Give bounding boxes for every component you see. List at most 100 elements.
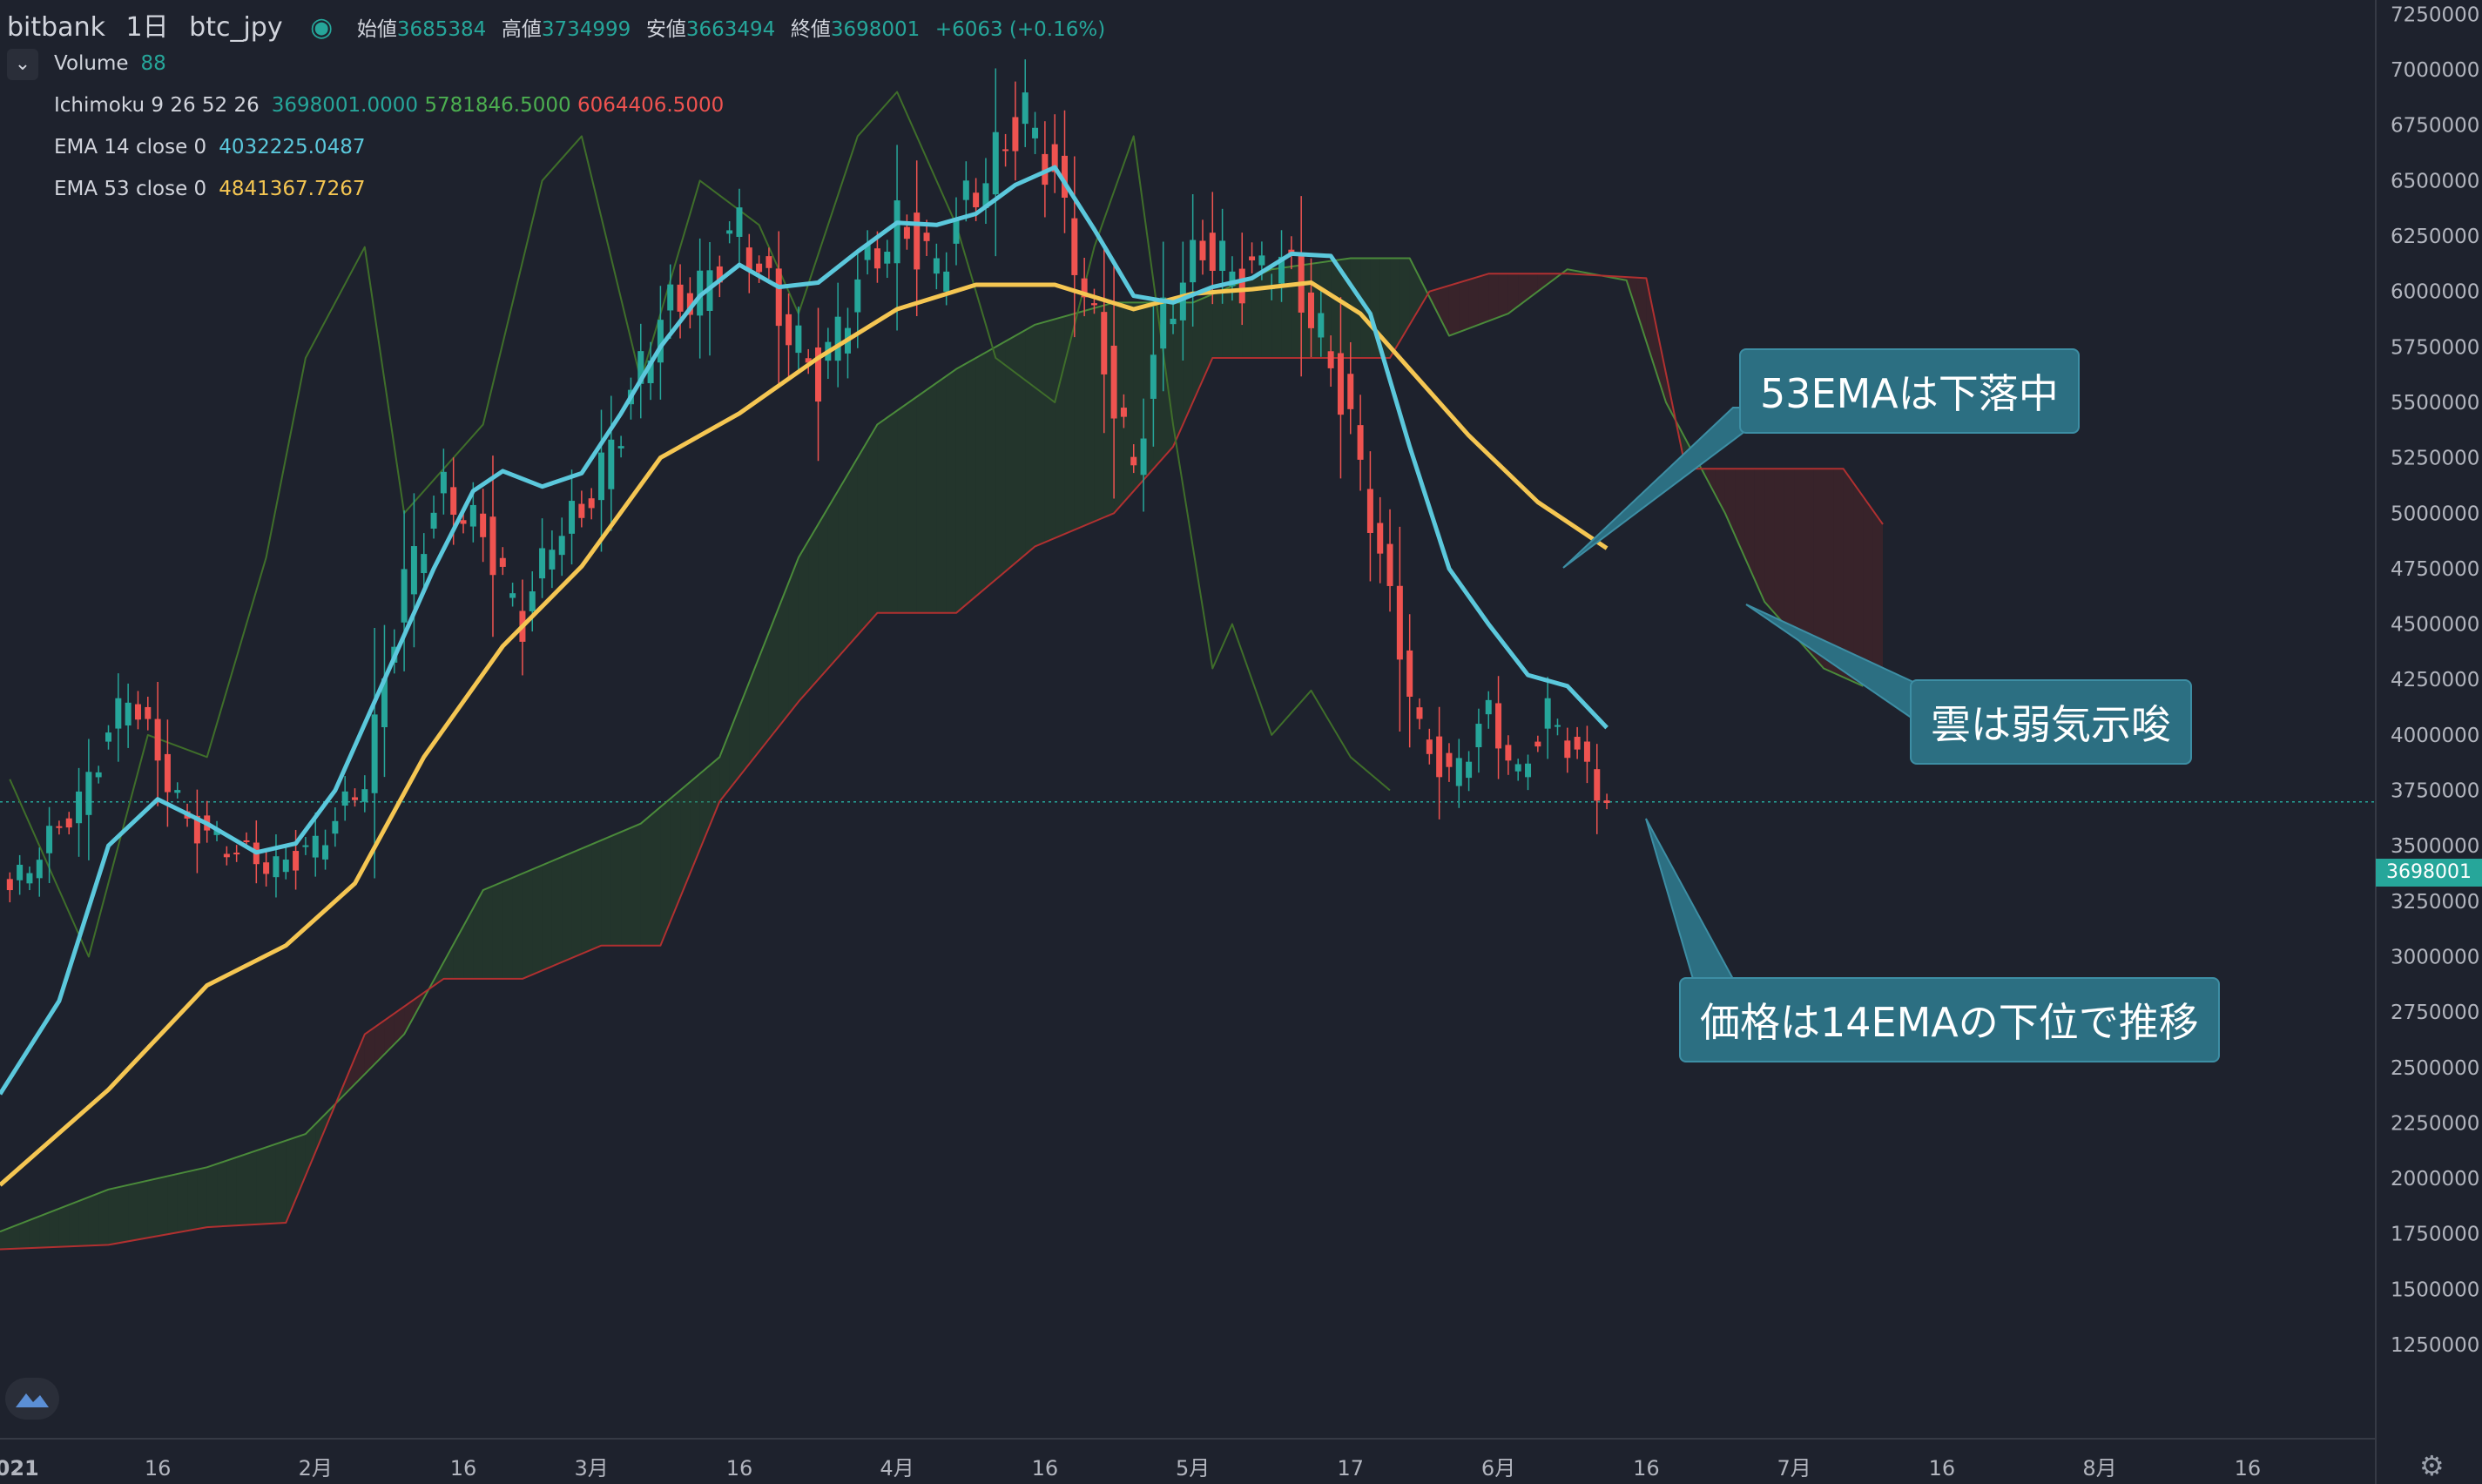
candle-body (982, 183, 989, 208)
settings-gear-icon[interactable]: ⚙ (2419, 1449, 2445, 1482)
cloud-segment (286, 1137, 296, 1223)
cloud-segment (1143, 302, 1154, 481)
cloud-segment (1055, 316, 1065, 538)
legend-ema53[interactable]: EMA 53 close 0 4841367.7267 (54, 178, 377, 200)
price-tick-label: 2500000 (2391, 1057, 2479, 1080)
candle-body (1238, 268, 1245, 304)
candle-body (657, 320, 664, 363)
candle-body (1209, 233, 1216, 271)
cloud-segment (187, 1169, 198, 1231)
cloud-segment (1478, 273, 1489, 325)
ema14-line (0, 165, 1609, 1096)
candle-body (686, 293, 693, 315)
candle-body (273, 856, 280, 878)
candle-body (1386, 543, 1393, 586)
cloud-segment (1064, 314, 1075, 535)
chart-header: bitbank 1日 btc_jpy ◉ 始値3685384 高値3734999… (7, 5, 1105, 44)
cloud-segment (955, 363, 967, 613)
symbol[interactable]: btc_jpy (189, 12, 283, 43)
candle-body (1062, 155, 1069, 198)
cloud-segment (1123, 302, 1134, 503)
candle-body (597, 452, 604, 501)
candle-body (440, 471, 447, 494)
candle-body (1130, 456, 1137, 466)
tradingview-logo[interactable] (5, 1378, 59, 1420)
cloud-segment (1794, 469, 1804, 647)
cloud-segment (699, 765, 711, 850)
cloud-segment (1192, 298, 1203, 402)
ema53-value: 4841367.7267 (219, 178, 366, 200)
candle-body (677, 284, 684, 312)
cloud-segment (1843, 469, 1854, 682)
candle-body (489, 516, 496, 576)
candle-body (539, 548, 546, 579)
cloud-segment (532, 865, 543, 975)
cloud-segment (610, 832, 622, 946)
candle-body (1229, 271, 1236, 287)
candle-body (647, 360, 654, 383)
cloud-segment (1439, 285, 1449, 336)
candle-body (1564, 740, 1571, 759)
collapse-legend-button[interactable]: ⌄ (7, 49, 38, 80)
close-value: 3698001 (830, 18, 921, 41)
cloud-segment (1833, 469, 1844, 678)
time-tick-label: 16 (2235, 1456, 2262, 1481)
cloud-segment (1705, 469, 1716, 496)
candle-body (381, 678, 388, 728)
candle-body (933, 258, 940, 274)
price-tick-label: 1250000 (2391, 1334, 2479, 1357)
ichimoku-value-1: 3698001.0000 (271, 94, 419, 117)
interval[interactable]: 1日 (125, 12, 169, 43)
candle-body (1032, 127, 1039, 138)
candle-body (1455, 758, 1462, 786)
candle-body (1416, 707, 1423, 719)
candle-body (1514, 764, 1521, 772)
cloud-segment (1271, 267, 1282, 359)
cloud-segment (768, 607, 779, 739)
candle-body (302, 845, 309, 847)
time-tick-label: 17 (1337, 1456, 1364, 1481)
cloud-segment (138, 1180, 148, 1240)
change-value: +6063 (+0.16%) (934, 18, 1106, 41)
cloud-segment (305, 1123, 316, 1176)
time-tick-label: 4月 (880, 1456, 914, 1481)
candle-body (1190, 239, 1197, 283)
price-tick-label: 6750000 (2391, 115, 2479, 138)
price-tick-label: 2750000 (2391, 1002, 2479, 1024)
cloud-segment (345, 1057, 355, 1095)
candle-body (775, 268, 782, 327)
cloud-segment (1429, 288, 1440, 317)
cloud-segment (1281, 266, 1292, 359)
cloud-segment (236, 1154, 246, 1226)
mountain-logo-icon (16, 1393, 49, 1407)
cloud-segment (49, 1208, 59, 1248)
cloud-segment (719, 732, 730, 802)
legend-ema14[interactable]: EMA 14 close 0 4032225.0487 (54, 136, 377, 159)
cloud-segment (374, 1020, 385, 1064)
legend-volume[interactable]: Volume 88 (54, 52, 179, 75)
cloud-segment (985, 347, 996, 589)
candle-body (736, 207, 743, 237)
price-tick-label: 4750000 (2391, 558, 2479, 581)
open-value: 3685384 (396, 18, 487, 41)
candle-body (1120, 408, 1127, 417)
legend-ichimoku[interactable]: Ichimoku 9 26 52 26 3698001.0000 5781846.… (54, 94, 736, 117)
cloud-segment (1420, 277, 1430, 308)
candle-body (1318, 313, 1325, 338)
candle-body (223, 853, 230, 858)
candle-body (193, 815, 200, 844)
candle-body (233, 853, 240, 855)
candle-body (26, 873, 33, 884)
cloud-segment (1459, 280, 1469, 333)
cloud-segment (907, 396, 917, 613)
cloud-segment (197, 1167, 207, 1230)
cloud-segment (660, 799, 671, 946)
candle-body (1495, 703, 1502, 749)
cloud-segment (1261, 269, 1272, 359)
candle-body (1554, 725, 1561, 727)
candle-body (854, 279, 861, 313)
cloud-segment (591, 840, 602, 950)
candle-body (361, 789, 368, 802)
volume-label: Volume (54, 52, 129, 75)
cloud-segment (1507, 273, 1519, 314)
